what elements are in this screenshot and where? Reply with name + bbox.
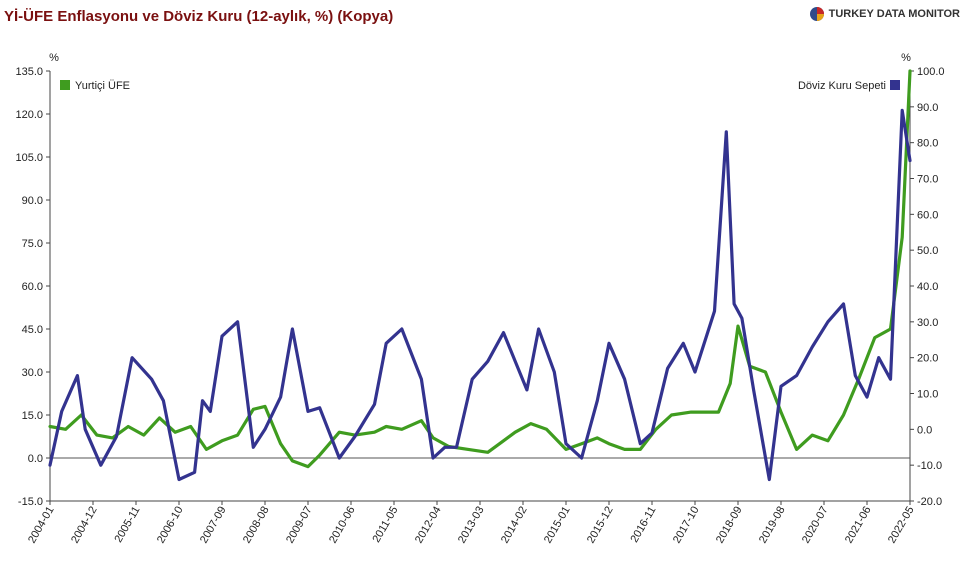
left-axis-tick-label: -15.0 (18, 496, 43, 508)
x-axis-tick-label: 2016-11 (628, 505, 658, 545)
x-axis-tick-label: 2015-01 (542, 505, 573, 546)
x-axis-tick-label: 2010-06 (327, 505, 358, 546)
left-axis-tick-label: 120.0 (15, 109, 43, 121)
right-axis-tick-label: 80.0 (917, 138, 938, 150)
right-axis-tick-label: 0.0 (917, 424, 932, 436)
x-axis-tick-label: 2007-09 (198, 505, 229, 546)
left-axis-tick-label: 45.0 (22, 324, 43, 336)
brand: TURKEY DATA MONITOR (809, 6, 960, 22)
x-axis-tick-label: 2008-08 (241, 505, 272, 546)
chart-title: Yİ-ÜFE Enflasyonu ve Döviz Kuru (12-aylı… (4, 8, 394, 25)
x-axis-tick-label: 2006-10 (155, 505, 186, 546)
right-axis-tick-label: 30.0 (917, 317, 938, 329)
legend-swatch-yurtici-ufe (60, 80, 70, 90)
left-axis-tick-label: 135.0 (15, 66, 43, 78)
right-axis-tick-label: 90.0 (917, 102, 938, 114)
x-axis-tick-label: 2018-09 (714, 505, 745, 546)
legend-swatch-doviz-kuru-sepeti (890, 80, 900, 90)
x-axis-tick-label: 2013-03 (456, 505, 487, 546)
left-axis-unit: % (49, 52, 59, 64)
right-axis-tick-label: 60.0 (917, 209, 938, 221)
left-axis-tick-label: 0.0 (28, 453, 43, 465)
right-axis-tick-label: -20.0 (917, 496, 942, 508)
right-axis-tick-label: 50.0 (917, 245, 938, 257)
x-axis-tick-label: 2017-10 (671, 505, 702, 546)
x-axis-tick-label: 2021-06 (843, 505, 874, 546)
x-axis-tick-label: 2004-12 (69, 505, 100, 546)
series-line-yurtici-ufe (48, 69, 912, 469)
x-axis-tick-label: 2012-04 (413, 505, 444, 546)
left-axis-tick-label: 105.0 (15, 152, 43, 164)
legend-label-doviz-kuru-sepeti: Döviz Kuru Sepeti (798, 80, 886, 92)
brand-name: TURKEY DATA MONITOR (828, 8, 960, 20)
right-axis-unit: % (901, 52, 911, 64)
x-axis-tick-label: 2004-01 (26, 505, 57, 546)
x-axis-tick-label: 2020-07 (800, 505, 831, 546)
x-axis-tick-label: 2005-11 (112, 505, 142, 545)
right-axis-tick-label: -10.0 (917, 460, 942, 472)
x-axis-tick-label: 2015-12 (585, 505, 616, 546)
x-axis-tick-label: 2014-02 (499, 505, 530, 546)
brand-logo-icon (809, 7, 824, 21)
right-axis-tick-label: 40.0 (917, 281, 938, 293)
left-axis-tick-label: 30.0 (22, 367, 43, 379)
left-axis-tick-label: 60.0 (22, 281, 43, 293)
right-axis-tick-label: 100.0 (917, 66, 945, 78)
right-axis-tick-label: 20.0 (917, 353, 938, 365)
right-axis-tick-label: 10.0 (917, 389, 938, 401)
right-axis-tick-label: 70.0 (917, 174, 938, 186)
x-axis-tick-label: 2019-08 (757, 505, 788, 546)
left-axis-tick-label: 75.0 (22, 238, 43, 250)
series-line-doviz-kuru-sepeti (48, 108, 912, 482)
left-axis-tick-label: 15.0 (22, 410, 43, 422)
left-axis-tick-label: 90.0 (22, 195, 43, 207)
x-axis-tick-label: 2011-05 (370, 505, 400, 545)
legend-label-yurtici-ufe: Yurtiçi ÜFE (75, 80, 130, 92)
x-axis-tick-label: 2009-07 (284, 505, 315, 546)
x-axis-tick-label: 2022-05 (886, 505, 917, 546)
